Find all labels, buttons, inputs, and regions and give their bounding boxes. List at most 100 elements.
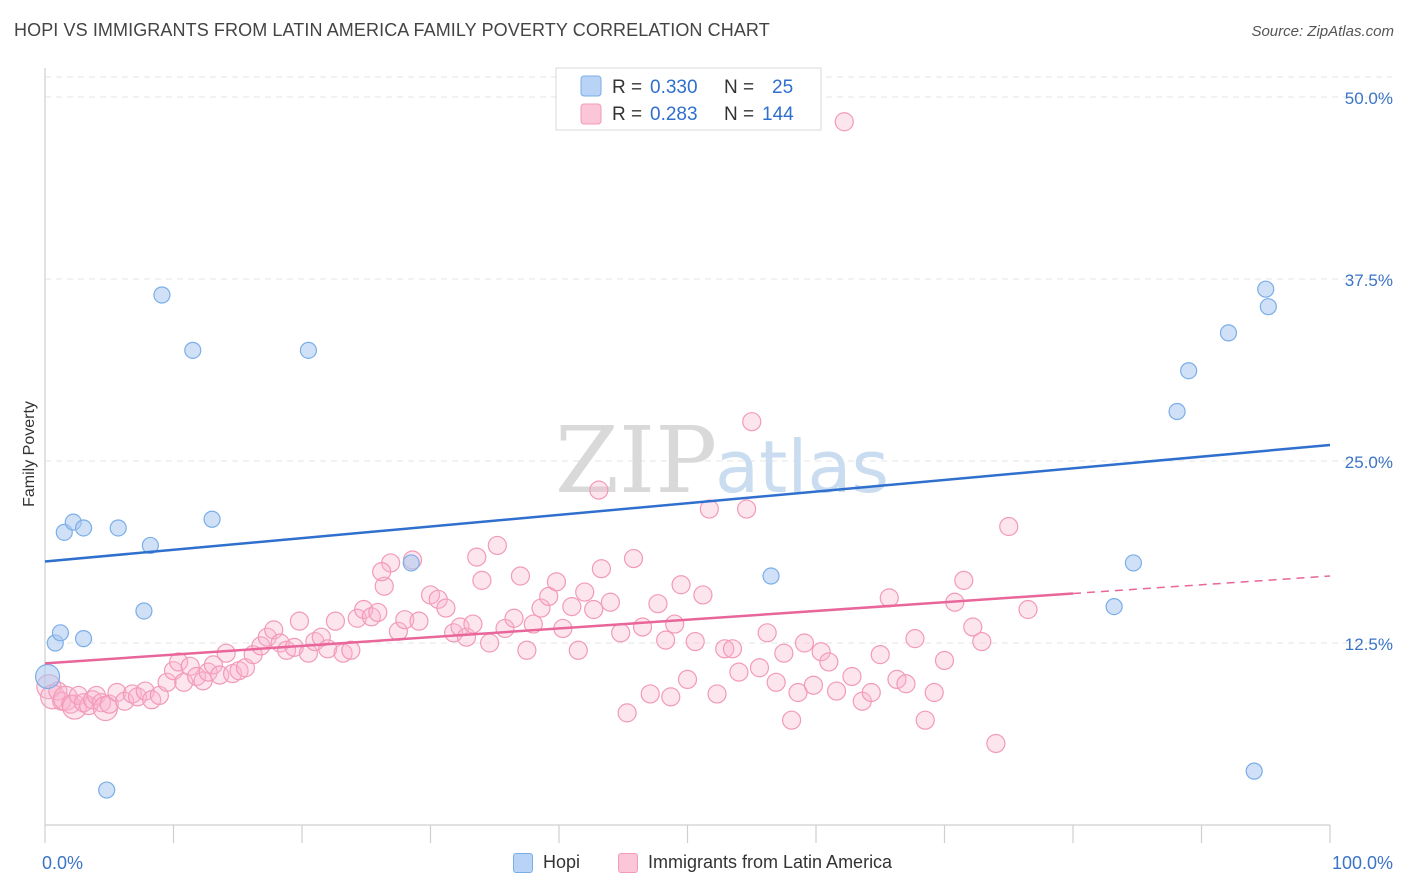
latin-point-55	[374, 576, 394, 596]
latin-point-119	[861, 682, 881, 703]
correlation-legend: R = 0.330 N = 25 R = 0.283 N = 144	[555, 67, 822, 131]
latin-point-107	[766, 672, 786, 692]
latin-point-94	[671, 575, 691, 595]
hopi-swatch	[513, 852, 533, 873]
latin-point-130	[963, 617, 983, 637]
legend-r-label-latin: R =	[612, 104, 642, 125]
latin-point-131	[972, 631, 992, 652]
tick-labels: 12.5% 25.0% 37.5% 50.0% 0.0% 100.0%	[42, 89, 1393, 873]
latin-point-101	[722, 639, 743, 659]
latin-point-84	[591, 559, 612, 579]
latin-trend-line	[44, 592, 1074, 665]
legend-r-label-hopi: R =	[612, 77, 642, 98]
hopi-trend-line	[44, 443, 1331, 563]
latin-point-85	[600, 592, 621, 612]
data-points	[34, 112, 1277, 799]
latin-point-46	[311, 627, 331, 647]
legend-item-latin[interactable]: Immigrants from Latin America	[618, 852, 892, 873]
latin-point-93	[665, 614, 685, 634]
hopi-point-20	[1180, 362, 1198, 380]
latin-point-67	[463, 614, 483, 634]
latin-point-96	[685, 631, 705, 652]
latin-point-83	[584, 599, 604, 620]
legend-item-hopi[interactable]: Hopi	[513, 852, 580, 873]
latin-point-70	[487, 535, 507, 556]
latin-point-138	[372, 562, 392, 582]
latin-point-87	[617, 703, 637, 723]
hopi-point-8	[109, 519, 127, 537]
gridlines	[45, 76, 1392, 644]
latin-point-110	[788, 682, 808, 703]
latin-point-99	[707, 684, 727, 704]
latin-point-69	[480, 633, 500, 653]
latin-swatch	[618, 852, 638, 873]
latin-point-117	[842, 666, 862, 687]
legend-n-value-latin: 144	[762, 104, 794, 125]
legend-n-label-hopi: N =	[724, 77, 754, 98]
latin-point-115	[826, 681, 847, 701]
latin-point-16	[115, 691, 135, 711]
latin-point-103	[737, 499, 757, 519]
hopi-point-24	[1259, 298, 1277, 316]
hopi-point-0	[34, 663, 61, 690]
latin-point-52	[354, 599, 374, 620]
latin-point-48	[325, 611, 346, 631]
latin-point-22	[157, 672, 177, 692]
watermark-atlas: atlas	[715, 425, 889, 509]
latin-point-122	[887, 669, 907, 690]
legend-r-value-hopi: 0.330	[650, 77, 698, 98]
latin-point-126	[924, 682, 944, 703]
latin-point-105	[749, 658, 770, 678]
hopi-point-22	[1245, 762, 1263, 780]
latin-point-60	[409, 611, 429, 631]
latin-point-100	[715, 639, 735, 659]
latin-point-104	[742, 412, 762, 432]
hopi-point-17	[1105, 597, 1123, 616]
latin-point-125	[915, 710, 935, 730]
latin-point-135	[661, 687, 681, 707]
latin-point-132	[986, 733, 1006, 754]
hopi-point-23	[1257, 280, 1275, 298]
legend-n-value-hopi: 25	[772, 77, 793, 98]
latin-point-92	[656, 630, 676, 650]
latin-point-89	[632, 617, 653, 637]
latin-point-112	[803, 675, 824, 695]
latin-point-72	[504, 608, 524, 628]
latin-point-80	[562, 596, 582, 617]
latin-point-54	[368, 602, 388, 623]
latin-point-90	[640, 684, 660, 704]
latin-point-73	[510, 566, 531, 586]
latin-point-102	[729, 662, 749, 682]
latin-point-86	[611, 623, 631, 643]
hopi-point-6	[74, 630, 93, 648]
hopi-point-10	[141, 536, 159, 555]
legend-n-label-latin: N =	[724, 104, 754, 125]
series-legend: Hopi Immigrants from Latin America	[0, 852, 1406, 878]
latin-point-18	[127, 687, 148, 707]
latin-point-75	[523, 614, 543, 634]
latin-trend-line-extension	[1072, 575, 1331, 595]
hopi-point-2	[51, 624, 70, 642]
hopi-point-13	[203, 510, 221, 528]
latin-point-24	[169, 652, 189, 672]
hopi-point-15	[402, 554, 420, 572]
hopi-point-14	[299, 341, 318, 359]
latin-point-136	[589, 480, 609, 500]
latin-point-26	[180, 656, 200, 676]
latin-point-127	[934, 650, 955, 671]
latin-point-58	[395, 610, 415, 630]
y-tick-label-3: 50.0%	[1345, 89, 1393, 108]
latin-point-91	[648, 594, 668, 614]
y-tick-label-0: 12.5%	[1345, 635, 1393, 654]
legend-swatch-latin	[580, 103, 602, 125]
latin-point-106	[757, 623, 777, 643]
hopi-point-19	[1168, 402, 1186, 421]
axes	[44, 68, 1331, 843]
latin-point-111	[794, 633, 815, 653]
y-tick-label-2: 37.5%	[1345, 271, 1393, 290]
hopi-point-5	[74, 519, 93, 537]
x-tick-label-right: 100.0%	[1332, 853, 1393, 873]
x-tick-label-left: 0.0%	[42, 853, 83, 873]
hopi-point-21	[1219, 324, 1238, 342]
latin-point-108	[774, 643, 794, 663]
